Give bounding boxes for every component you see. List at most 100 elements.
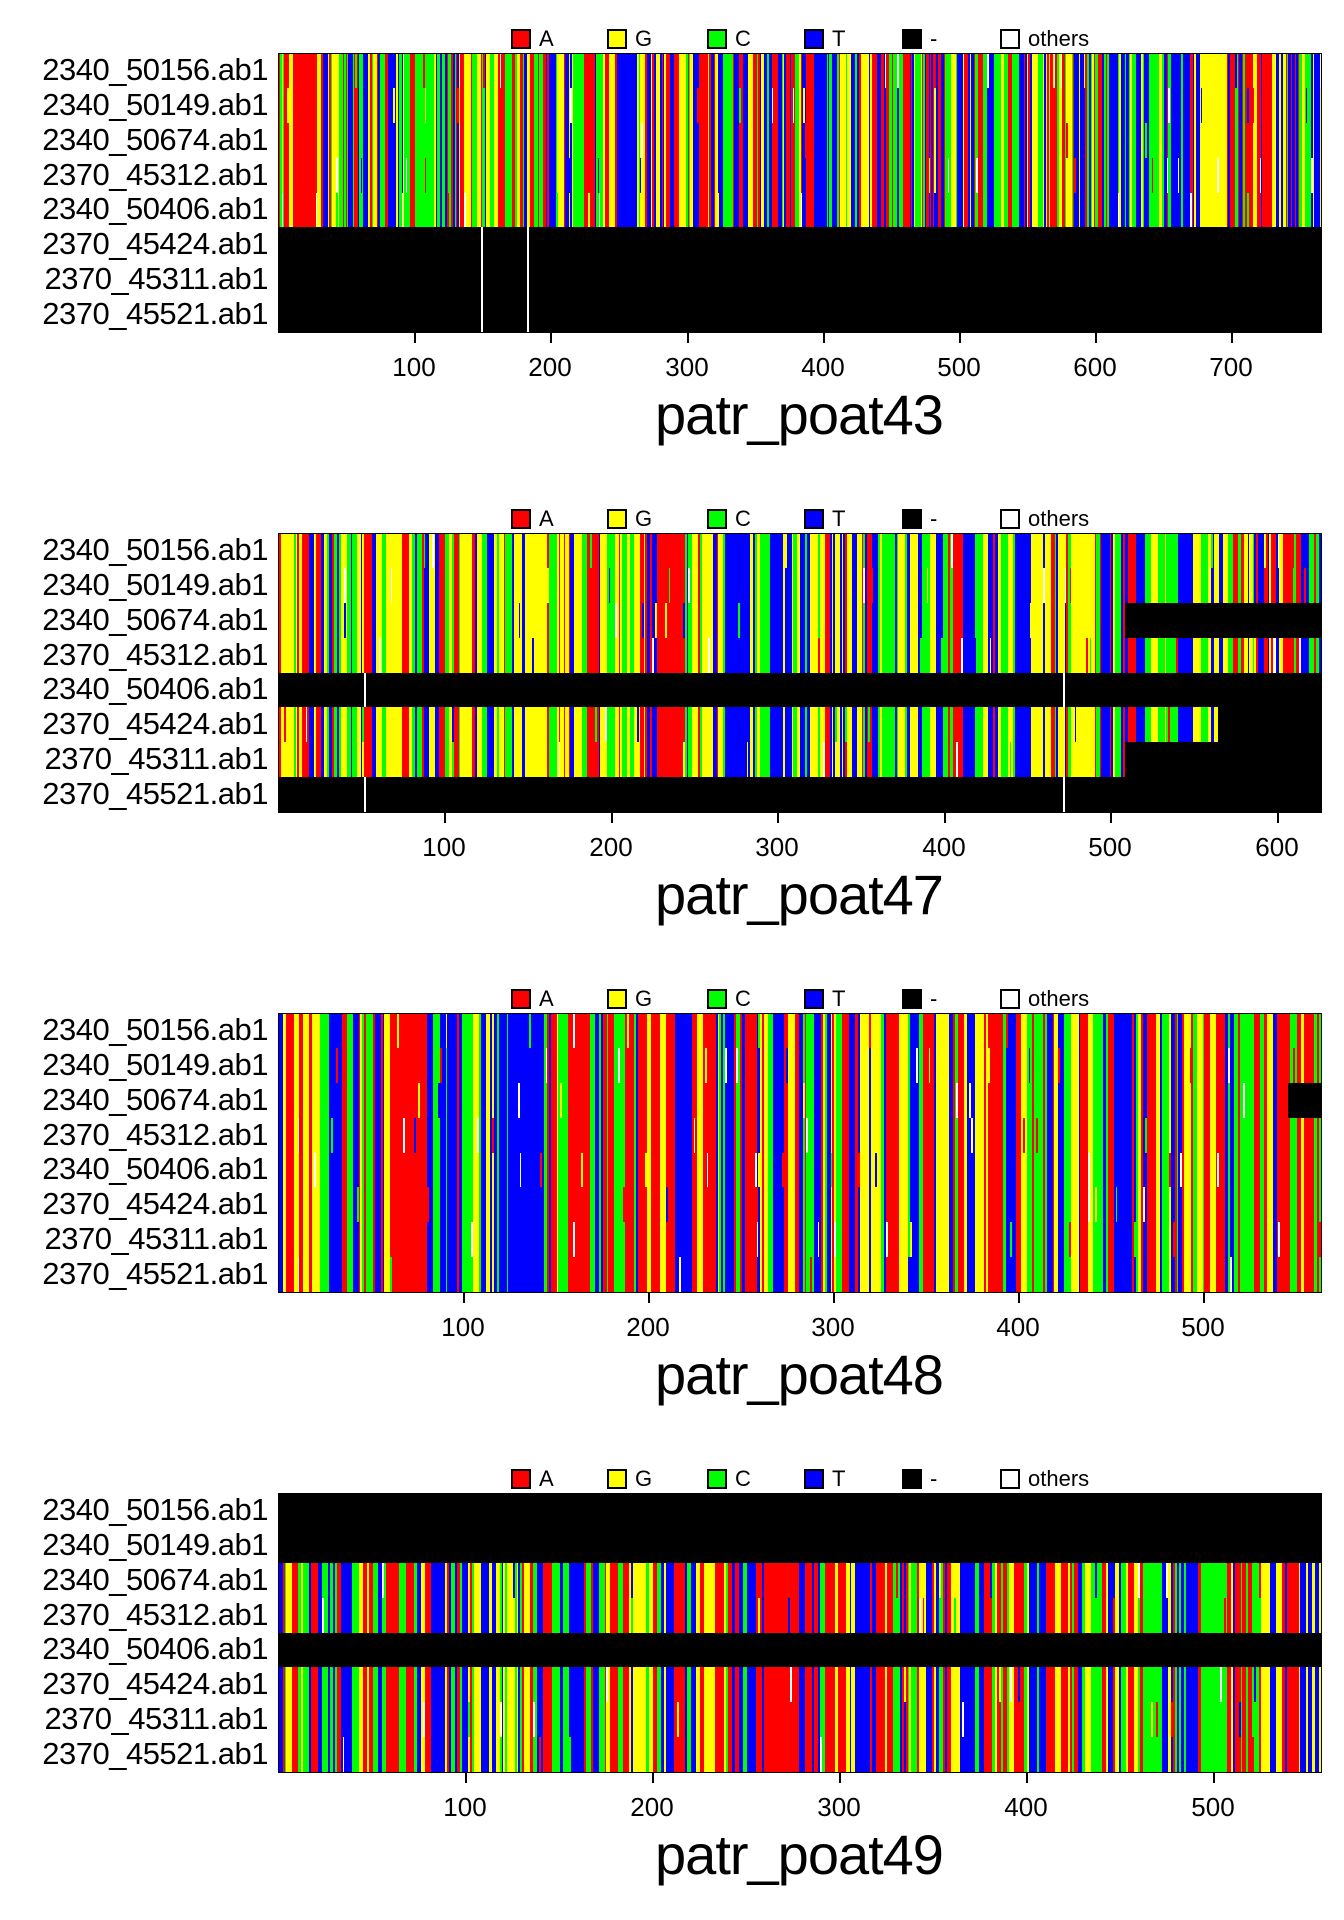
legend-label: T (832, 26, 846, 51)
legend-item-C: C (707, 986, 751, 1011)
x-axis-tick (611, 812, 613, 823)
row-label-2340_50156.ab1: 2340_50156.ab1 (42, 1012, 268, 1047)
row-label-2340_50674.ab1: 2340_50674.ab1 (42, 1082, 268, 1117)
alignment-panel-patr_poat47: A G C T - others 2340_50156.ab1 2340_50149.ab1… (0, 480, 1344, 960)
row-label-2340_50156.ab1: 2340_50156.ab1 (42, 1492, 268, 1527)
row-label-2370_45424.ab1: 2370_45424.ab1 (42, 1666, 268, 1701)
legend-swatch-- (902, 29, 922, 49)
legend-item-A: A (511, 1466, 554, 1491)
legend-item-T: T (804, 1466, 845, 1491)
legend-swatch-A (511, 989, 531, 1009)
row-label-2340_50156.ab1: 2340_50156.ab1 (42, 52, 268, 87)
row-label-2340_50149.ab1: 2340_50149.ab1 (42, 1047, 268, 1082)
legend-swatch-C (707, 509, 727, 529)
legend-swatch-others (1000, 1469, 1020, 1489)
x-axis-tick (550, 332, 552, 343)
x-axis-tick (652, 1772, 654, 1783)
alignment-canvas-patr_poat49 (278, 1493, 1322, 1773)
legend-swatch-T (804, 989, 824, 1009)
legend-swatch-T (804, 29, 824, 49)
row-label-2370_45311.ab1: 2370_45311.ab1 (44, 1701, 269, 1736)
row-label-2370_45312.ab1: 2370_45312.ab1 (42, 1597, 268, 1632)
x-axis-tick (463, 1292, 465, 1303)
legend-swatch-G (607, 989, 627, 1009)
x-axis-tick (414, 332, 416, 343)
legend-label: A (539, 26, 554, 51)
x-axis-tick-label: 500 (1088, 832, 1132, 862)
legend-swatch-T (804, 509, 824, 529)
legend-item--: - (902, 26, 937, 51)
x-axis-tick-label: 200 (589, 832, 633, 862)
x-axis-tick (1203, 1292, 1205, 1303)
row-label-2340_50674.ab1: 2340_50674.ab1 (42, 1562, 268, 1597)
row-label-2370_45312.ab1: 2370_45312.ab1 (42, 1117, 268, 1152)
x-axis-tick-label: 100 (443, 1792, 487, 1822)
row-label-2370_45312.ab1: 2370_45312.ab1 (42, 637, 268, 672)
row-label-2340_50156.ab1: 2340_50156.ab1 (42, 532, 268, 567)
legend-item-G: G (607, 506, 652, 531)
row-label-2370_45424.ab1: 2370_45424.ab1 (42, 226, 268, 261)
row-label-2340_50149.ab1: 2340_50149.ab1 (42, 567, 268, 602)
legend-item-G: G (607, 1466, 652, 1491)
legend-item-C: C (707, 506, 751, 531)
legend-swatch-- (902, 509, 922, 529)
row-label-2370_45521.ab1: 2370_45521.ab1 (42, 1256, 268, 1291)
legend-swatch-A (511, 29, 531, 49)
legend-item-T: T (804, 506, 845, 531)
row-label-2370_45312.ab1: 2370_45312.ab1 (42, 157, 268, 192)
legend-label: - (930, 506, 938, 531)
x-axis-tick (687, 332, 689, 343)
legend-label: G (635, 506, 653, 531)
legend-swatch-others (1000, 509, 1020, 529)
legend-item-others: others (1000, 1466, 1089, 1491)
legend-swatch-G (607, 1469, 627, 1489)
row-label-2340_50406.ab1: 2340_50406.ab1 (42, 671, 268, 706)
legend-swatch-others (1000, 29, 1020, 49)
x-axis-tick-label: 200 (626, 1312, 670, 1342)
x-axis-tick-label: 400 (1004, 1792, 1048, 1822)
x-axis-tick-label: 500 (1181, 1312, 1225, 1342)
legend-item--: - (902, 506, 937, 531)
x-axis-tick-label: 400 (801, 352, 845, 382)
legend-item-others: others (1000, 506, 1089, 531)
legend-swatch-T (804, 1469, 824, 1489)
x-axis-tick (1277, 812, 1279, 823)
legend-label: C (735, 986, 751, 1011)
legend-swatch-G (607, 29, 627, 49)
row-label-2340_50149.ab1: 2340_50149.ab1 (42, 87, 268, 122)
panel-title-patr_poat47: patr_poat47 (655, 863, 944, 926)
x-axis-tick-label: 300 (811, 1312, 855, 1342)
x-axis-tick-label: 600 (1073, 352, 1117, 382)
legend-label: G (635, 1466, 653, 1491)
row-label-2340_50674.ab1: 2340_50674.ab1 (42, 602, 268, 637)
row-label-2370_45521.ab1: 2370_45521.ab1 (42, 296, 268, 331)
legend-label: G (635, 986, 653, 1011)
legend-label: others (1028, 1466, 1090, 1491)
x-axis-tick (823, 332, 825, 343)
legend-label: others (1028, 986, 1090, 1011)
legend-swatch-G (607, 509, 627, 529)
legend-item-others: others (1000, 986, 1089, 1011)
x-axis-tick-label: 100 (441, 1312, 485, 1342)
legend-label: C (735, 26, 751, 51)
legend-label: others (1028, 506, 1090, 531)
legend-swatch-A (511, 509, 531, 529)
legend-label: T (832, 986, 846, 1011)
legend-item-A: A (511, 26, 554, 51)
x-axis-tick-label: 400 (996, 1312, 1040, 1342)
panel-title-patr_poat43: patr_poat43 (655, 383, 944, 446)
row-label-2340_50674.ab1: 2340_50674.ab1 (42, 122, 268, 157)
row-label-2340_50149.ab1: 2340_50149.ab1 (42, 1527, 268, 1562)
legend-label: A (539, 986, 554, 1011)
x-axis-tick-label: 300 (755, 832, 799, 862)
x-axis-tick-label: 600 (1255, 832, 1299, 862)
x-axis-tick-label: 700 (1209, 352, 1253, 382)
x-axis-tick-label: 200 (528, 352, 572, 382)
x-axis-tick (944, 812, 946, 823)
legend-swatch-others (1000, 989, 1020, 1009)
x-axis-tick-label: 100 (392, 352, 436, 382)
row-label-2340_50406.ab1: 2340_50406.ab1 (42, 1631, 268, 1666)
legend-item--: - (902, 1466, 937, 1491)
row-label-2370_45424.ab1: 2370_45424.ab1 (42, 706, 268, 741)
row-label-2370_45311.ab1: 2370_45311.ab1 (44, 261, 269, 296)
